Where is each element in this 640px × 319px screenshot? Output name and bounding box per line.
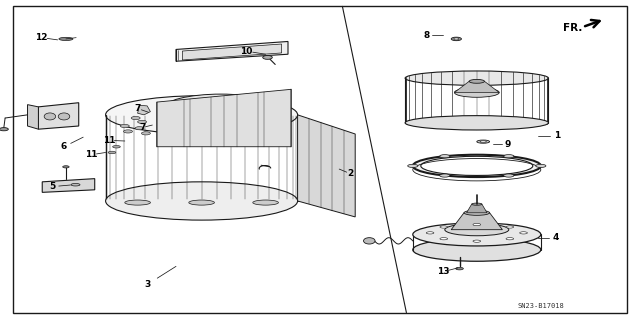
Ellipse shape (464, 210, 490, 215)
Text: 5: 5 (49, 182, 56, 191)
Text: 4: 4 (552, 233, 559, 242)
Text: 2: 2 (348, 169, 354, 178)
Text: 11: 11 (85, 150, 98, 159)
Text: 10: 10 (239, 47, 252, 56)
Text: 13: 13 (436, 267, 449, 276)
Polygon shape (454, 81, 499, 93)
Ellipse shape (138, 120, 147, 123)
Ellipse shape (504, 155, 514, 158)
Ellipse shape (131, 116, 140, 120)
Ellipse shape (536, 164, 546, 167)
Text: FR.: FR. (563, 23, 582, 33)
Ellipse shape (440, 155, 450, 158)
Ellipse shape (71, 183, 80, 186)
Ellipse shape (504, 174, 514, 177)
Polygon shape (28, 105, 38, 129)
Ellipse shape (472, 203, 482, 205)
Text: 11: 11 (102, 136, 115, 145)
Polygon shape (451, 213, 502, 230)
Text: 12: 12 (35, 33, 48, 42)
Ellipse shape (108, 151, 116, 154)
Ellipse shape (440, 174, 450, 177)
Ellipse shape (189, 200, 214, 205)
Ellipse shape (445, 224, 509, 236)
Polygon shape (182, 44, 282, 60)
Ellipse shape (124, 130, 132, 133)
Text: 1: 1 (554, 131, 560, 140)
Ellipse shape (454, 38, 459, 40)
Ellipse shape (135, 127, 144, 130)
Ellipse shape (413, 238, 541, 261)
Ellipse shape (262, 56, 273, 59)
Ellipse shape (454, 88, 499, 97)
Ellipse shape (120, 124, 129, 128)
Ellipse shape (473, 240, 481, 242)
Text: SN23-B17018: SN23-B17018 (517, 303, 564, 309)
Ellipse shape (405, 116, 548, 130)
Ellipse shape (456, 267, 463, 270)
Ellipse shape (413, 223, 541, 246)
Ellipse shape (106, 182, 298, 220)
Ellipse shape (44, 113, 56, 120)
Ellipse shape (413, 155, 541, 177)
Ellipse shape (58, 113, 70, 120)
Ellipse shape (440, 238, 447, 240)
Ellipse shape (451, 37, 461, 41)
Polygon shape (157, 89, 291, 147)
Ellipse shape (141, 132, 150, 135)
Ellipse shape (63, 166, 69, 168)
Ellipse shape (520, 232, 527, 234)
Polygon shape (138, 105, 150, 115)
Ellipse shape (440, 226, 447, 228)
Text: 7: 7 (134, 104, 141, 113)
Ellipse shape (253, 200, 278, 205)
Ellipse shape (405, 71, 548, 85)
Ellipse shape (506, 226, 514, 228)
Ellipse shape (125, 200, 150, 205)
Ellipse shape (364, 238, 375, 244)
Polygon shape (38, 103, 79, 129)
Ellipse shape (0, 128, 8, 131)
Text: 9: 9 (504, 140, 511, 149)
Polygon shape (42, 179, 95, 192)
Ellipse shape (469, 79, 484, 83)
Ellipse shape (426, 232, 434, 234)
Ellipse shape (408, 164, 418, 167)
Ellipse shape (506, 238, 514, 240)
Ellipse shape (477, 140, 490, 143)
Text: 6: 6 (61, 142, 67, 151)
Ellipse shape (106, 96, 298, 134)
Polygon shape (298, 115, 355, 217)
Text: 7: 7 (139, 123, 145, 132)
Ellipse shape (421, 156, 532, 175)
Ellipse shape (163, 94, 278, 123)
Polygon shape (467, 204, 487, 213)
Ellipse shape (480, 141, 486, 142)
Ellipse shape (59, 37, 73, 41)
Text: 8: 8 (423, 31, 429, 40)
Ellipse shape (113, 145, 120, 148)
Text: 3: 3 (144, 280, 150, 289)
Ellipse shape (473, 223, 481, 226)
Polygon shape (176, 41, 288, 61)
